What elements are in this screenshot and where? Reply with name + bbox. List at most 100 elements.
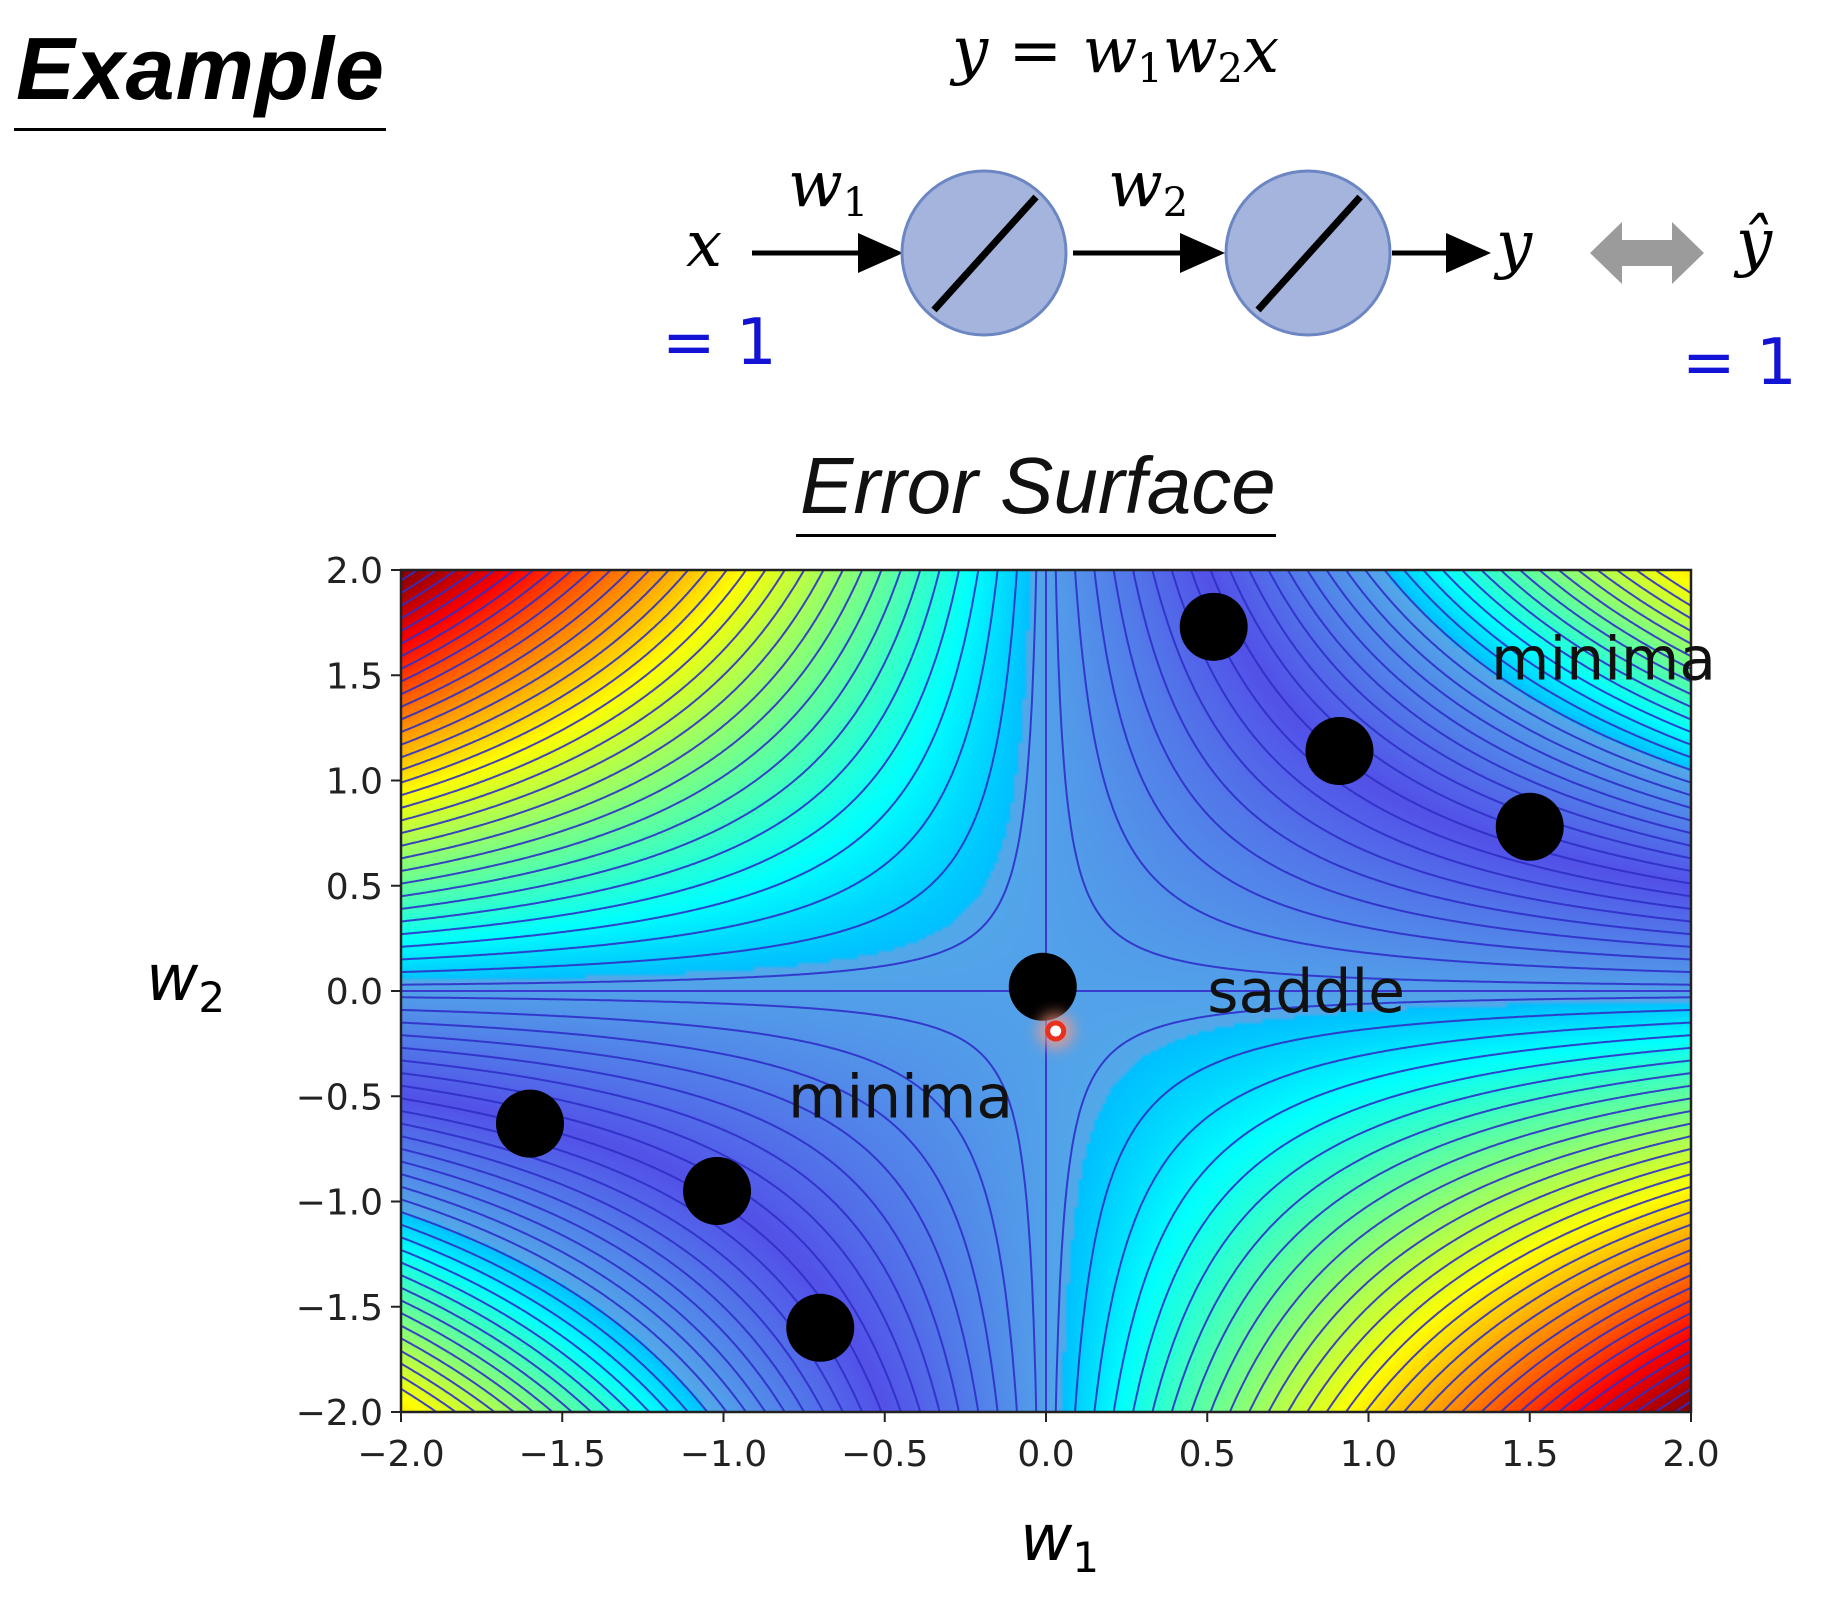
contour-line — [1364, 1198, 1691, 1412]
contour-line — [1074, 1008, 1691, 1412]
contour-line — [401, 570, 497, 633]
y-tick-label: 0.0 — [326, 972, 383, 1013]
contour-line — [1576, 570, 1691, 645]
contour-line — [401, 1286, 593, 1412]
y-tick-label: −1.5 — [296, 1288, 383, 1329]
contour-line — [401, 570, 960, 936]
contour-line — [1421, 570, 1691, 746]
contour-line — [1306, 570, 1691, 822]
contour-line — [401, 570, 728, 784]
contour-line — [401, 570, 477, 620]
contour-line — [1615, 570, 1691, 620]
weight-1-base: w — [788, 148, 843, 222]
weight-1-label: w1 — [788, 148, 868, 226]
contour-line — [1248, 570, 1691, 860]
contour-line — [1537, 570, 1691, 671]
contour-line — [1479, 570, 1691, 708]
contour-line — [1344, 1185, 1691, 1412]
input-value: = 1 — [662, 306, 777, 380]
network-diagram — [752, 169, 1704, 337]
y-tick-label: −0.5 — [296, 1077, 383, 1118]
contour-line — [1228, 1109, 1691, 1412]
minima-point — [1179, 592, 1248, 661]
contour-line — [401, 1248, 651, 1412]
contour-line — [1209, 1097, 1691, 1412]
contour-line — [401, 570, 574, 683]
chart-title-underline — [796, 534, 1276, 537]
contour-line — [401, 570, 613, 708]
contour-line — [1460, 570, 1691, 721]
contour-lines — [401, 570, 1691, 1412]
contour-line — [401, 570, 941, 923]
contour-line — [401, 570, 806, 835]
contour-line — [401, 1236, 671, 1412]
output-symbol: y — [1496, 208, 1533, 282]
heading-underline — [14, 128, 386, 131]
x-tick-label: −0.5 — [841, 1434, 928, 1475]
contour-line — [1054, 570, 1691, 986]
contour-line — [401, 1021, 999, 1412]
minima-point — [683, 1156, 752, 1225]
axis-ticks: −2.0 −1.5 −1.0 −0.5 0.0 0.5 1.0 1.5 2.0 2.0 1.5 1.0… — [296, 551, 1720, 1475]
contour-line — [1190, 1084, 1691, 1412]
error-surface-chart: −2.0 −1.5 −1.0 −0.5 0.0 0.5 1.0 1.5 2.0 2.0 1.5 1.0… — [146, 551, 1720, 1582]
equation-eq: = — [1008, 14, 1063, 88]
x-axis-label-sub: 1 — [1072, 1533, 1099, 1582]
contour-line — [1383, 570, 1691, 771]
contour-line — [1595, 1349, 1691, 1412]
contour-line — [401, 570, 651, 734]
minima-point — [1495, 792, 1564, 861]
neuron-2-linear-icon — [1255, 194, 1363, 313]
y-axis-label-base: w — [146, 942, 199, 1016]
contour-line — [1170, 570, 1691, 910]
contour-line — [1286, 570, 1691, 835]
contour-line — [401, 1147, 806, 1412]
neuron-1-linear-icon — [931, 194, 1039, 313]
minima-point — [1305, 717, 1374, 786]
contour-line — [401, 570, 864, 873]
x-tick-label: −1.5 — [519, 1434, 606, 1475]
equation-lhs: y — [952, 14, 989, 88]
contour-line — [401, 570, 516, 645]
contour-line — [401, 1084, 902, 1412]
contour-line — [401, 1185, 748, 1412]
contour-line — [1228, 570, 1691, 873]
contour-line — [1402, 570, 1691, 759]
contour-line — [401, 570, 999, 961]
contour-line — [1132, 570, 1691, 936]
contour-line — [1074, 570, 1691, 974]
contour-line — [401, 1362, 477, 1412]
contour-line — [401, 1261, 632, 1412]
contour-line — [401, 1173, 767, 1412]
contour-line — [401, 1034, 980, 1412]
saddle-annotation: saddle — [1207, 957, 1405, 1027]
saddle-point — [1008, 952, 1077, 1021]
contour-line — [1499, 1286, 1691, 1412]
contour-line — [401, 570, 1038, 986]
x-axis-label: w1 — [1020, 1502, 1099, 1582]
contour-line — [1479, 1274, 1691, 1412]
contour-line — [401, 570, 786, 822]
compare-double-arrow-icon — [1590, 222, 1704, 284]
contour-line — [401, 1311, 555, 1412]
contour-line — [401, 570, 690, 759]
contour-line — [401, 1349, 497, 1412]
contour-line — [1151, 1059, 1691, 1412]
y-tick-label: 0.5 — [326, 867, 383, 908]
contour-line — [401, 570, 844, 860]
contour-line — [1518, 1299, 1691, 1412]
target-value: = 1 — [1682, 326, 1797, 400]
x-tick-label: −2.0 — [357, 1434, 444, 1475]
contour-line — [401, 1274, 613, 1412]
contour-line — [1093, 1021, 1691, 1412]
y-tick-label: 2.0 — [326, 551, 383, 592]
contour-line — [1402, 1223, 1691, 1412]
contour-line — [401, 570, 709, 771]
contour-line — [1364, 570, 1691, 784]
x-tick-label: 1.5 — [1501, 1434, 1558, 1475]
contour-line — [401, 1008, 1018, 1412]
contour-line — [1557, 1324, 1691, 1412]
contour-line — [1576, 1337, 1691, 1412]
contour-line — [401, 1223, 690, 1412]
contour-line — [401, 1160, 786, 1412]
